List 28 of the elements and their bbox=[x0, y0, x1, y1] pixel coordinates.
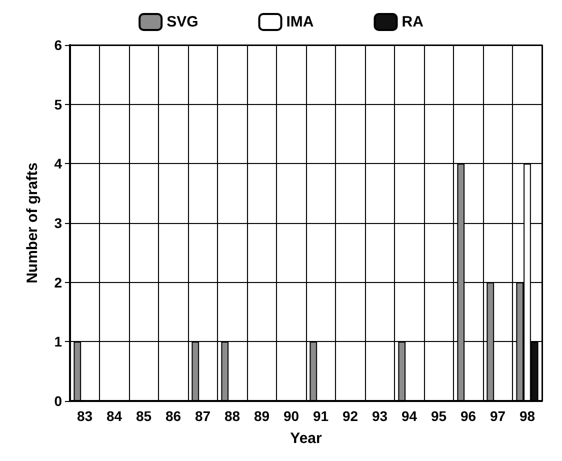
legend-label: IMA bbox=[286, 14, 314, 30]
y-tick-label: 0 bbox=[54, 393, 62, 409]
x-tick-label: 87 bbox=[194, 408, 211, 424]
x-tick-label: 89 bbox=[254, 408, 270, 424]
legend-label: SVG bbox=[166, 14, 198, 30]
y-tick-label: 4 bbox=[54, 156, 62, 172]
x-tick-label: 97 bbox=[490, 408, 506, 424]
x-tick-label: 86 bbox=[165, 408, 182, 424]
x-tick-label: 91 bbox=[312, 408, 329, 424]
x-tick-label: 92 bbox=[342, 408, 358, 424]
x-tick-label: 90 bbox=[283, 408, 300, 424]
x-tick-label: 98 bbox=[519, 408, 536, 424]
y-tick-label: 3 bbox=[54, 215, 62, 231]
x-axis-title: Year bbox=[290, 430, 322, 447]
x-tick-label: 94 bbox=[401, 408, 418, 424]
y-tick-label: 6 bbox=[54, 37, 62, 53]
x-tick-label: 96 bbox=[460, 408, 476, 424]
y-tick-label: 5 bbox=[54, 96, 62, 112]
y-axis-title: Number of grafts bbox=[24, 162, 41, 284]
x-tick-label: 95 bbox=[430, 408, 447, 424]
x-tick-label: 85 bbox=[136, 408, 152, 424]
x-tick-label: 93 bbox=[372, 408, 388, 424]
x-tick-label: 88 bbox=[224, 408, 240, 424]
y-tick-label: 2 bbox=[54, 274, 62, 290]
legend-label: RA bbox=[402, 14, 424, 30]
x-tick-label: 83 bbox=[76, 408, 93, 424]
y-tick-label: 1 bbox=[54, 334, 62, 350]
x-tick-label: 84 bbox=[106, 408, 122, 424]
